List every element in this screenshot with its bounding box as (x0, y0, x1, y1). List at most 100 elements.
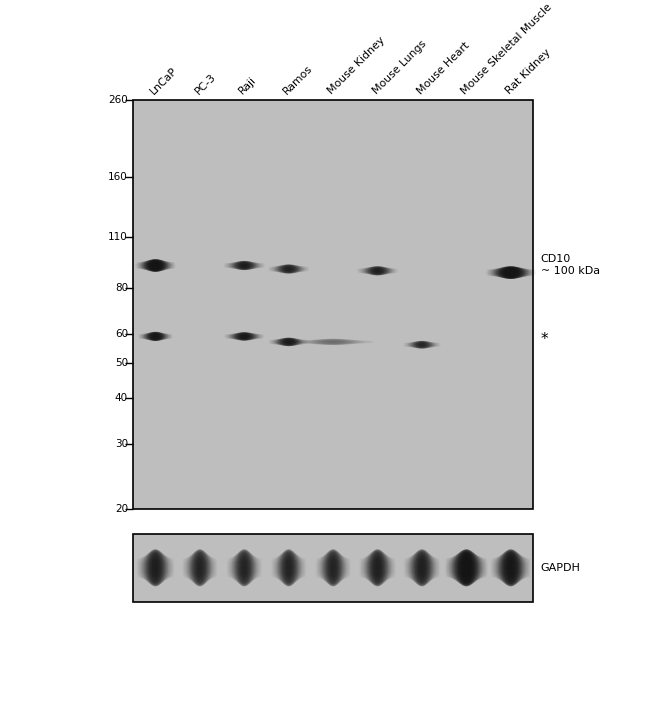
Ellipse shape (164, 556, 168, 580)
Ellipse shape (192, 553, 195, 583)
Ellipse shape (170, 262, 173, 269)
Ellipse shape (499, 555, 502, 581)
Ellipse shape (238, 552, 240, 584)
Ellipse shape (343, 339, 348, 345)
Ellipse shape (459, 552, 462, 584)
Ellipse shape (413, 554, 415, 582)
Ellipse shape (423, 550, 426, 586)
Ellipse shape (235, 554, 238, 582)
Ellipse shape (519, 555, 521, 581)
Ellipse shape (524, 557, 526, 578)
Ellipse shape (378, 266, 382, 276)
Ellipse shape (147, 333, 150, 340)
Ellipse shape (282, 552, 285, 584)
Ellipse shape (297, 339, 300, 345)
Ellipse shape (320, 557, 322, 579)
Ellipse shape (162, 261, 166, 271)
Ellipse shape (245, 550, 248, 586)
Ellipse shape (293, 265, 296, 273)
Ellipse shape (249, 333, 252, 340)
Ellipse shape (382, 552, 385, 584)
Ellipse shape (315, 340, 319, 345)
Ellipse shape (422, 341, 425, 349)
Ellipse shape (250, 553, 253, 582)
Ellipse shape (227, 334, 231, 339)
Ellipse shape (528, 269, 532, 276)
Ellipse shape (522, 268, 526, 277)
Ellipse shape (382, 553, 385, 583)
Text: Rat Kidney: Rat Kidney (504, 48, 552, 96)
Ellipse shape (389, 268, 392, 273)
Ellipse shape (146, 261, 149, 271)
Ellipse shape (228, 334, 231, 339)
Ellipse shape (298, 556, 300, 580)
Ellipse shape (146, 554, 149, 582)
Ellipse shape (278, 339, 281, 345)
Ellipse shape (509, 549, 512, 587)
Ellipse shape (165, 261, 168, 270)
Ellipse shape (197, 550, 200, 586)
Ellipse shape (421, 549, 423, 587)
Ellipse shape (280, 553, 283, 582)
Ellipse shape (150, 259, 153, 271)
Ellipse shape (492, 269, 495, 276)
Ellipse shape (413, 342, 417, 348)
Ellipse shape (495, 557, 499, 579)
Ellipse shape (196, 550, 200, 586)
Ellipse shape (289, 337, 292, 346)
Ellipse shape (204, 552, 207, 584)
Ellipse shape (372, 551, 374, 585)
Ellipse shape (417, 341, 419, 348)
Ellipse shape (428, 554, 431, 582)
Ellipse shape (285, 264, 289, 273)
Ellipse shape (162, 333, 164, 340)
Ellipse shape (287, 549, 289, 587)
Text: 20: 20 (115, 504, 128, 514)
Ellipse shape (190, 555, 193, 581)
Ellipse shape (458, 552, 462, 584)
Ellipse shape (166, 261, 169, 270)
Ellipse shape (167, 557, 170, 579)
Ellipse shape (521, 556, 523, 580)
Ellipse shape (147, 553, 150, 582)
Text: 110: 110 (109, 232, 128, 242)
Ellipse shape (258, 334, 261, 339)
Ellipse shape (293, 338, 296, 345)
Ellipse shape (242, 549, 245, 587)
Ellipse shape (159, 551, 161, 585)
Ellipse shape (473, 553, 476, 582)
Ellipse shape (163, 261, 166, 270)
Ellipse shape (325, 553, 328, 582)
Ellipse shape (502, 267, 506, 278)
Ellipse shape (330, 339, 334, 345)
Ellipse shape (353, 340, 358, 344)
Ellipse shape (434, 557, 437, 578)
Ellipse shape (288, 337, 291, 346)
Ellipse shape (427, 553, 430, 582)
Ellipse shape (344, 340, 349, 345)
Ellipse shape (292, 338, 295, 346)
Ellipse shape (243, 332, 246, 340)
Ellipse shape (233, 333, 237, 340)
Ellipse shape (432, 342, 435, 347)
Ellipse shape (415, 552, 419, 584)
Ellipse shape (257, 334, 259, 339)
Ellipse shape (300, 340, 303, 345)
Ellipse shape (515, 552, 518, 584)
Ellipse shape (244, 333, 247, 340)
Ellipse shape (507, 266, 511, 279)
Text: Mouse Skeletal Muscle: Mouse Skeletal Muscle (460, 1, 554, 96)
Ellipse shape (335, 550, 337, 585)
Ellipse shape (384, 267, 387, 274)
Ellipse shape (351, 340, 356, 344)
Ellipse shape (367, 268, 369, 274)
Ellipse shape (432, 342, 436, 347)
Ellipse shape (252, 555, 254, 581)
Ellipse shape (419, 550, 422, 586)
Ellipse shape (248, 261, 252, 270)
Ellipse shape (248, 552, 251, 584)
Ellipse shape (283, 551, 286, 585)
Ellipse shape (505, 550, 508, 585)
Ellipse shape (322, 556, 324, 580)
Ellipse shape (254, 333, 256, 339)
